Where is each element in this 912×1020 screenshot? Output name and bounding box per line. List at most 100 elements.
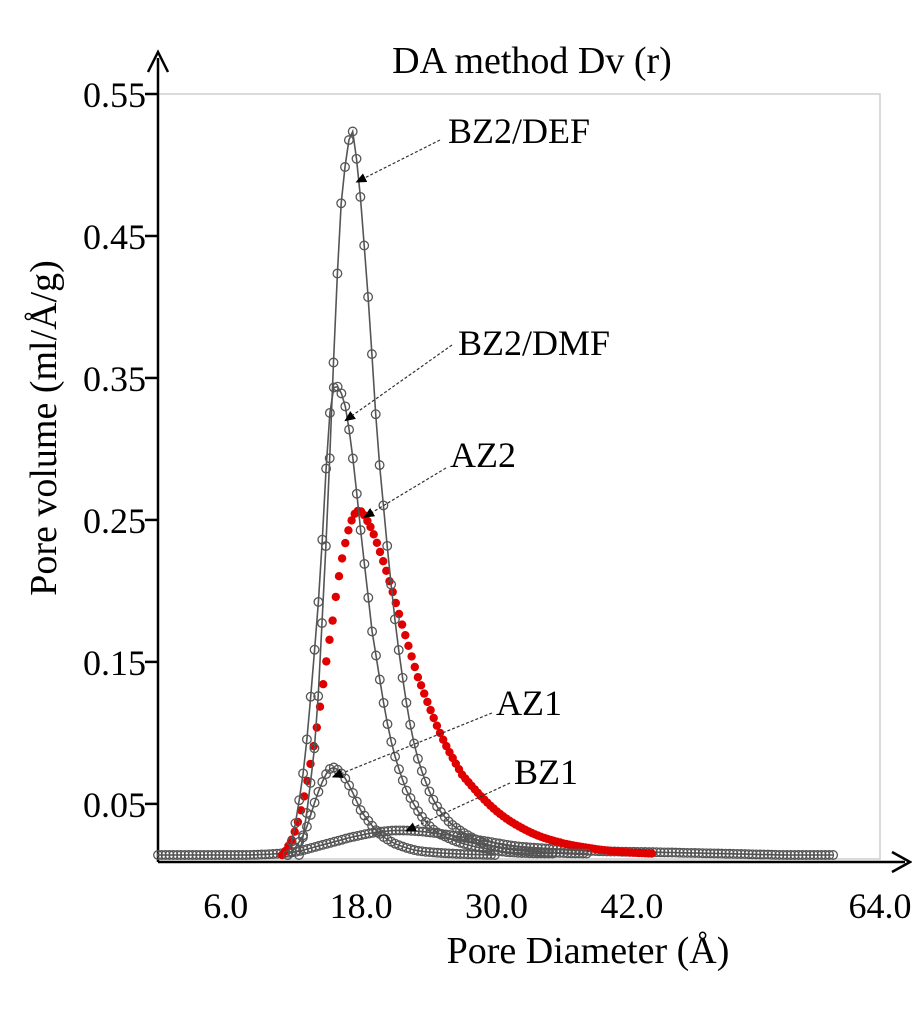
data-point: [344, 424, 355, 435]
data-point: [413, 673, 423, 682]
data-point: [367, 626, 378, 637]
data-point: [524, 846, 535, 857]
data-point: [759, 849, 769, 860]
data-point: [187, 850, 198, 860]
data-point: [420, 776, 431, 787]
annotation-leader: [363, 467, 447, 518]
data-point: [824, 850, 835, 860]
data-point: [493, 842, 504, 853]
data-point: [233, 850, 244, 860]
data-point: [812, 850, 823, 860]
data-point: [229, 850, 240, 860]
data-point: [360, 829, 371, 840]
data-point: [352, 830, 363, 841]
data-point: [543, 847, 554, 858]
data-point: [551, 847, 561, 858]
data-point: [716, 848, 727, 859]
data-point: [501, 844, 512, 854]
x-tick-label: 18.0: [330, 886, 393, 926]
data-point: [382, 540, 393, 551]
data-point: [670, 847, 681, 858]
data-point: [378, 500, 389, 511]
data-point: [340, 401, 351, 412]
data-point: [309, 797, 320, 808]
data-point: [785, 850, 796, 860]
series-az2: [277, 506, 656, 860]
data-point: [305, 691, 316, 702]
data-point: [268, 849, 279, 859]
data-point: [655, 847, 666, 858]
data-point: [789, 850, 800, 860]
data-point: [405, 719, 416, 730]
annotation-label: BZ2/DMF: [458, 323, 610, 363]
data-point: [690, 848, 700, 858]
data-point: [378, 697, 389, 708]
data-point: [256, 849, 267, 860]
data-point: [401, 631, 410, 640]
plot-frame: [157, 93, 881, 860]
data-point: [313, 786, 324, 797]
data-point: [245, 849, 256, 860]
data-point: [720, 848, 731, 859]
data-point: [443, 848, 454, 859]
data-point: [369, 530, 378, 539]
data-point: [199, 850, 209, 860]
data-point: [298, 768, 309, 779]
data-point: [423, 697, 432, 707]
data-point: [520, 846, 531, 857]
annotation-leader: [355, 139, 441, 183]
data-point: [778, 849, 789, 860]
data-point: [397, 672, 408, 683]
data-point: [222, 850, 232, 860]
data-point: [424, 847, 435, 858]
data-point: [801, 850, 812, 860]
data-point: [301, 734, 312, 745]
data-point: [743, 849, 754, 860]
data-point: [394, 825, 405, 836]
data-point: [416, 766, 427, 777]
data-point: [435, 728, 445, 738]
annotation-layer: BZ2/DEF BZ2/DMF AZ2 AZ1 BZ1: [331, 111, 610, 832]
data-point: [409, 738, 420, 749]
data-point: [336, 198, 347, 209]
data-point: [341, 538, 350, 548]
data-point: [539, 847, 550, 858]
data-point: [386, 736, 397, 747]
data-point: [347, 788, 358, 798]
data-point: [370, 409, 381, 420]
y-ticks: 0.05 0.15 0.25 0.35 0.45 0.55: [83, 75, 158, 825]
data-point: [574, 848, 584, 859]
data-point: [732, 848, 743, 859]
data-point: [328, 357, 339, 368]
data-point: [436, 848, 447, 858]
data-point: [413, 845, 424, 856]
data-point: [463, 849, 473, 860]
data-point: [528, 846, 538, 857]
data-point: [260, 849, 271, 860]
data-point: [747, 849, 758, 860]
data-point: [290, 818, 301, 829]
data-point: [348, 831, 359, 842]
data-point: [739, 849, 750, 860]
data-point: [328, 382, 339, 393]
data-point: [805, 850, 816, 860]
data-point: [241, 850, 252, 860]
data-point: [459, 849, 470, 860]
data-point: [828, 850, 839, 860]
data-point: [332, 268, 343, 279]
annotation-label: BZ2/DEF: [448, 111, 590, 151]
data-point: [397, 620, 407, 629]
data-point: [218, 850, 229, 860]
data-point: [547, 847, 558, 858]
data-point: [682, 847, 693, 858]
data-point: [447, 848, 458, 859]
data-point: [429, 713, 438, 723]
annotation-leader: [344, 344, 453, 422]
x-tick-label: 6.0: [203, 886, 248, 926]
data-point: [344, 780, 355, 791]
data-point: [401, 697, 412, 708]
data-point: [407, 652, 416, 661]
data-point: [820, 850, 831, 860]
data-point: [282, 850, 293, 860]
